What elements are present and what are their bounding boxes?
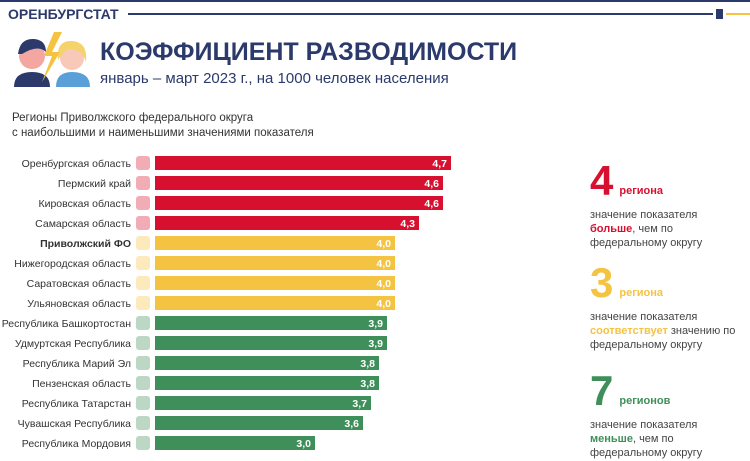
stat-key: больше xyxy=(590,223,633,235)
header-line xyxy=(128,13,713,15)
stat-above: 4 региона значение показателя больше, чем… xyxy=(590,160,745,250)
stat-key: меньше xyxy=(590,433,633,445)
chart-description: Регионы Приволжского федерального округа… xyxy=(12,111,314,141)
category-label: Нижегородская область xyxy=(14,258,131,270)
value-label: 4,7 xyxy=(432,158,447,170)
stat-below: 7 регионов значение показателя меньше, че… xyxy=(590,370,745,460)
emblem-icon xyxy=(136,176,150,190)
value-label: 3,8 xyxy=(360,378,375,390)
bar xyxy=(155,356,379,370)
category-label: Оренбургская область xyxy=(22,158,132,170)
stat-unit: региона xyxy=(619,185,664,197)
top-border xyxy=(0,0,750,2)
emblem-icon xyxy=(136,356,150,370)
category-label: Ульяновская область xyxy=(27,298,131,310)
bar xyxy=(155,436,315,450)
category-label: Республика Марий Эл xyxy=(23,358,131,370)
stat-equal: 3 региона значение показателя соответству… xyxy=(590,262,750,352)
emblem-icon xyxy=(136,276,150,290)
value-label: 4,0 xyxy=(376,258,391,270)
bar xyxy=(155,296,395,310)
emblem-icon xyxy=(136,436,150,450)
page-subtitle: январь – март 2023 г., на 1000 человек н… xyxy=(100,70,449,87)
bar xyxy=(155,256,395,270)
emblem-icon xyxy=(136,336,150,350)
stat-text: значение показателя xyxy=(590,209,698,221)
value-label: 3,9 xyxy=(368,338,383,350)
description-line: с наибольшими и наименьшими значениями п… xyxy=(12,127,314,139)
category-label: Пензенская область xyxy=(32,378,131,390)
value-label: 4,6 xyxy=(424,198,439,210)
emblem-icon xyxy=(136,376,150,390)
value-label: 3,0 xyxy=(296,438,311,450)
emblem-icon xyxy=(136,216,150,230)
emblem-icon xyxy=(136,196,150,210)
bar xyxy=(155,316,387,330)
stat-text: , чем по федеральному округу xyxy=(590,223,703,249)
stat-number: 7 xyxy=(590,367,614,414)
couple-icon xyxy=(14,32,90,87)
value-label: 4,0 xyxy=(376,278,391,290)
stat-text: значение показателя xyxy=(590,419,698,431)
category-label: Удмуртская Республика xyxy=(15,338,131,350)
page-title: КОЭФФИЦИЕНТ РАЗВОДИМОСТИ xyxy=(100,38,518,66)
emblem-icon xyxy=(136,396,150,410)
category-label: Республика Мордовия xyxy=(22,438,131,450)
stat-number: 3 xyxy=(590,259,614,306)
category-label: Саратовская область xyxy=(27,278,132,290)
stat-text: значение показателя xyxy=(590,311,698,323)
bar xyxy=(155,376,379,390)
emblem-icon xyxy=(136,316,150,330)
stat-key: соответствует xyxy=(590,325,668,337)
category-label: Чувашская Республика xyxy=(18,418,132,430)
category-label: Пермский край xyxy=(58,178,131,190)
header-marker xyxy=(716,9,723,19)
value-label: 3,6 xyxy=(344,418,359,430)
category-label: Самарская область xyxy=(35,218,131,230)
bar xyxy=(155,156,451,170)
bar xyxy=(155,176,443,190)
category-label: Республика Татарстан xyxy=(22,398,132,410)
emblem-icon xyxy=(136,256,150,270)
emblem-icon xyxy=(136,236,150,250)
category-label: Приволжский ФО xyxy=(40,238,131,250)
stat-unit: регионов xyxy=(619,395,671,407)
emblem-icon xyxy=(136,296,150,310)
bar xyxy=(155,276,395,290)
value-label: 3,9 xyxy=(368,318,383,330)
value-label: 3,7 xyxy=(352,398,367,410)
header-accent-line xyxy=(726,13,750,15)
description-line: Регионы Приволжского федерального округа xyxy=(12,112,254,124)
bar xyxy=(155,236,395,250)
bar xyxy=(155,196,443,210)
stat-unit: региона xyxy=(619,287,664,299)
value-label: 4,0 xyxy=(376,298,391,310)
category-label: Кировская область xyxy=(38,198,131,210)
bar xyxy=(155,336,387,350)
value-label: 4,3 xyxy=(400,218,415,230)
brand: ОРЕНБУРГСТАТ xyxy=(8,6,119,22)
bar xyxy=(155,396,371,410)
stat-text: значению по федеральному округу xyxy=(590,325,736,351)
emblem-icon xyxy=(136,416,150,430)
emblem-icon xyxy=(136,156,150,170)
bar-chart: Оренбургская область 4,7 Пермский край 4,6 К… xyxy=(2,156,451,450)
stat-text: , чем по федеральному округу xyxy=(590,433,703,459)
value-label: 4,6 xyxy=(424,178,439,190)
value-label: 3,8 xyxy=(360,358,375,370)
stat-number: 4 xyxy=(590,157,614,204)
bar xyxy=(155,216,419,230)
bar xyxy=(155,416,363,430)
value-label: 4,0 xyxy=(376,238,391,250)
category-label: Республика Башкортостан xyxy=(2,318,131,330)
